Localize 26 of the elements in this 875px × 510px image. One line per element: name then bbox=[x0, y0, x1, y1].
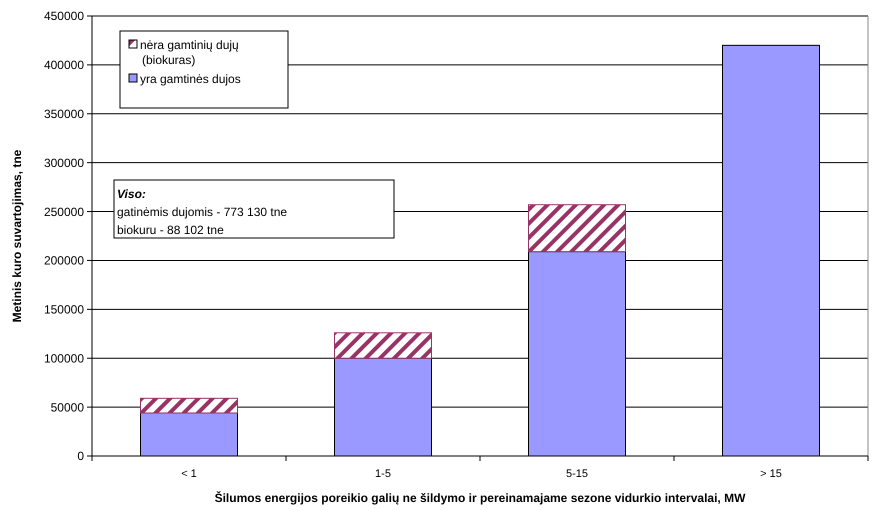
legend-label: yra gamtinės dujos bbox=[140, 72, 241, 86]
x-tick-label: 5-15 bbox=[566, 468, 588, 480]
note-box: Viso: gatinėmis dujomis - 773 130 tne biokuru - 88 102 tne bbox=[114, 180, 394, 238]
y-tick-label: 450000 bbox=[44, 9, 84, 24]
annotation: gatinėmis dujomis - 773 130 tne bbox=[117, 205, 288, 220]
y-tick-label: 0 bbox=[77, 449, 84, 464]
bar bbox=[140, 398, 238, 414]
bar bbox=[528, 204, 626, 252]
x-tick-label: < 1 bbox=[181, 468, 197, 480]
bar bbox=[334, 332, 432, 359]
legend-label: nėra gamtinių dujų (biokuras) bbox=[140, 38, 240, 68]
y-tick-label: 200000 bbox=[44, 254, 84, 268]
y-tick-label: 50000 bbox=[50, 400, 84, 414]
y-tick-label: 100000 bbox=[44, 351, 84, 366]
y-tick-label: 350000 bbox=[44, 106, 84, 121]
annotation: Viso: bbox=[117, 187, 146, 202]
y-axis-title: Metinis kuro suvartojimas, tne bbox=[10, 149, 24, 322]
annotation: biokuru - 88 102 tne bbox=[117, 223, 224, 238]
x-tick-label: 1-5 bbox=[375, 468, 391, 480]
y-tick-label: 250000 bbox=[44, 204, 84, 219]
y-tick-label: 400000 bbox=[44, 58, 84, 72]
x-axis-title: Šilumos energijos poreikio galių ne šildymo ir pereinamajame sezone vidurkio intervalai, MW bbox=[214, 491, 746, 505]
y-tick-label: 150000 bbox=[44, 302, 84, 317]
bar bbox=[140, 412, 238, 456]
x-tick-label: > 15 bbox=[760, 468, 782, 480]
y-tick-label: 300000 bbox=[44, 156, 84, 170]
